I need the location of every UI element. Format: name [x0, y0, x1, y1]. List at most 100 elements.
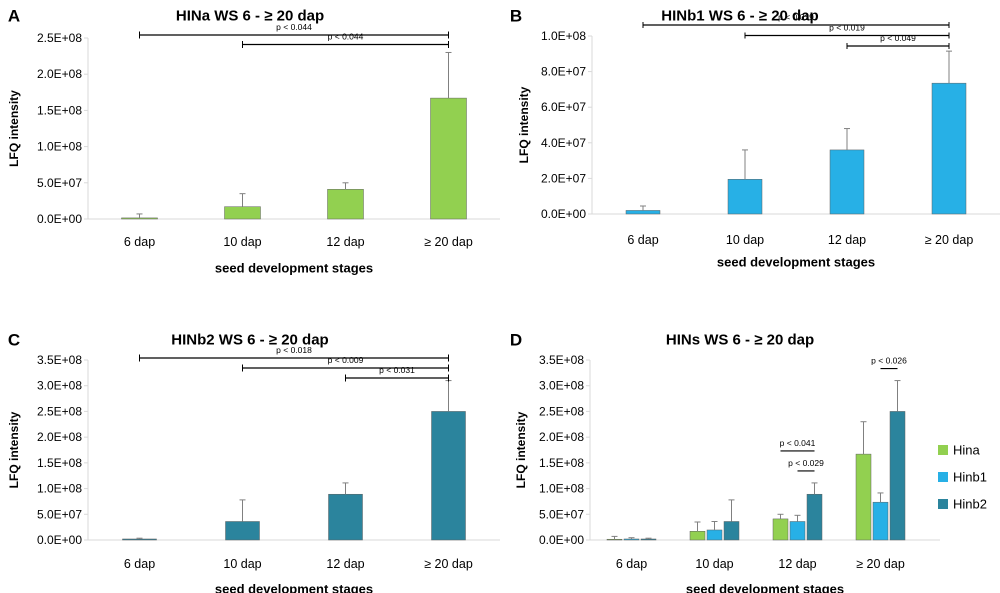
significance-label: p < 0.009: [328, 355, 364, 365]
y-axis-label: LFQ intensity: [7, 411, 21, 488]
bar-hinb1: [931, 82, 967, 215]
bar-hinb1: [625, 210, 661, 215]
y-tick-label: 1.5E+08: [37, 103, 82, 117]
y-tick-label: 2.0E+08: [37, 67, 82, 81]
y-tick-label: 2.0E+07: [541, 171, 586, 185]
bar-hinb1: [727, 179, 763, 215]
x-tick-label: ≥ 20 dap: [424, 557, 473, 571]
chart-panel-c: C HINb2 WS 6 - ≥ 20 dap LFQ intensity 0.0E+…: [7, 331, 500, 593]
y-tick-label: 0.0E+00: [541, 207, 586, 221]
y-tick-label: 4.0E+07: [541, 136, 586, 150]
bar-hina: [689, 531, 706, 541]
bar-hinb1: [623, 538, 640, 541]
chart-title: HINb2 WS 6 - ≥ 20 dap: [171, 332, 328, 349]
y-tick-label: 3.5E+08: [37, 353, 82, 367]
significance-label: p < 0.031: [379, 365, 415, 375]
y-tick-label: 3.0E+08: [539, 379, 584, 393]
y-tick-label: 3.5E+08: [539, 353, 584, 367]
bar-hinb1: [872, 501, 889, 541]
chart-panel-b: B HINb1 WS 6 - ≥ 20 dap LFQ intensity 0.0E+…: [510, 7, 1000, 270]
panel-label: B: [510, 7, 522, 26]
y-tick-label: 0.0E+00: [37, 533, 82, 547]
bar-hinb2: [640, 538, 657, 541]
y-tick-label: 5.0E+07: [37, 507, 82, 521]
legend-swatch-hinb2: [938, 499, 948, 509]
legend-swatch-hinb1: [938, 472, 948, 482]
x-tick-label: 12 dap: [828, 233, 866, 247]
significance-label: p < 0.049: [880, 33, 916, 43]
y-tick-label: 0.0E+00: [37, 212, 82, 226]
y-tick-label: 2.0E+08: [539, 430, 584, 444]
x-tick-label: 12 dap: [778, 557, 816, 571]
significance-label: p < 0.026: [871, 356, 907, 366]
x-tick-label: 12 dap: [326, 235, 364, 249]
bar-hinb1: [706, 529, 723, 541]
significance-label: p < 0.044: [328, 32, 364, 42]
y-tick-label: 1.5E+08: [37, 456, 82, 470]
x-tick-label: ≥ 20 dap: [424, 235, 473, 249]
y-axis-label: LFQ intensity: [517, 86, 531, 163]
x-axis-label: seed development stages: [686, 582, 844, 593]
x-tick-label: 12 dap: [326, 557, 364, 571]
chart-title: HINb1 WS 6 - ≥ 20 dap: [661, 8, 818, 25]
y-axis-label: LFQ intensity: [7, 90, 21, 167]
chart-title: HINa WS 6 - ≥ 20 dap: [176, 8, 324, 25]
panel-label: D: [510, 331, 522, 350]
x-axis-label: seed development stages: [717, 255, 875, 270]
bar-hinb2: [225, 521, 260, 541]
y-tick-label: 1.0E+08: [37, 482, 82, 496]
y-tick-label: 5.0E+07: [539, 507, 584, 521]
panel-label: A: [8, 7, 20, 26]
bar-hina: [430, 97, 467, 220]
bar-hina: [855, 453, 872, 541]
bar-hinb2: [806, 493, 823, 541]
y-tick-label: 8.0E+07: [541, 65, 586, 79]
legend-swatch-hina: [938, 445, 948, 455]
y-tick-label: 3.0E+08: [37, 379, 82, 393]
x-tick-label: 6 dap: [616, 557, 647, 571]
x-tick-label: 6 dap: [627, 233, 658, 247]
bar-hinb2: [723, 521, 740, 541]
bar-hina: [121, 217, 158, 220]
y-tick-label: 1.0E+08: [541, 29, 586, 43]
x-tick-label: 10 dap: [223, 557, 261, 571]
bar-hina: [224, 206, 261, 220]
x-axis-label: seed development stages: [215, 582, 373, 593]
significance-label: p < 0.041: [780, 438, 816, 448]
legend-label: Hinb2: [953, 497, 987, 512]
y-tick-label: 6.0E+07: [541, 100, 586, 114]
panel-label: C: [8, 331, 20, 350]
bar-hinb2: [122, 538, 157, 541]
y-tick-label: 5.0E+07: [37, 176, 82, 190]
bar-hina: [606, 538, 623, 541]
legend-label: Hinb1: [953, 470, 987, 485]
bar-hinb2: [431, 411, 466, 541]
significance-label: p < 0.018: [276, 345, 312, 355]
x-tick-label: 10 dap: [223, 235, 261, 249]
bar-hina: [327, 189, 364, 220]
bar-hinb2: [328, 493, 363, 541]
bar-hina: [772, 518, 789, 541]
significance-label: p < 0.044: [276, 22, 312, 32]
chart-title: HINs WS 6 - ≥ 20 dap: [666, 332, 814, 349]
y-tick-label: 2.5E+08: [539, 404, 584, 418]
bar-hinb1: [829, 149, 865, 215]
x-axis-label: seed development stages: [215, 261, 373, 276]
y-tick-label: 1.0E+08: [539, 482, 584, 496]
y-tick-label: 2.5E+08: [37, 31, 82, 45]
x-tick-label: 6 dap: [124, 557, 155, 571]
y-tick-label: 1.5E+08: [539, 456, 584, 470]
chart-panel-d: D HINs WS 6 - ≥ 20 dap LFQ intensity 0.0E+0…: [510, 331, 987, 593]
bar-hinb2: [889, 411, 906, 541]
x-tick-label: ≥ 20 dap: [925, 233, 974, 247]
x-tick-label: ≥ 20 dap: [856, 557, 905, 571]
y-axis-label: LFQ intensity: [514, 411, 528, 488]
x-tick-label: 10 dap: [726, 233, 764, 247]
significance-label: p < 0.019: [778, 12, 814, 22]
y-tick-label: 0.0E+00: [539, 533, 584, 547]
significance-label: p < 0.019: [829, 23, 865, 33]
bar-hinb1: [789, 521, 806, 541]
x-tick-label: 10 dap: [695, 557, 733, 571]
y-tick-label: 2.5E+08: [37, 404, 82, 418]
